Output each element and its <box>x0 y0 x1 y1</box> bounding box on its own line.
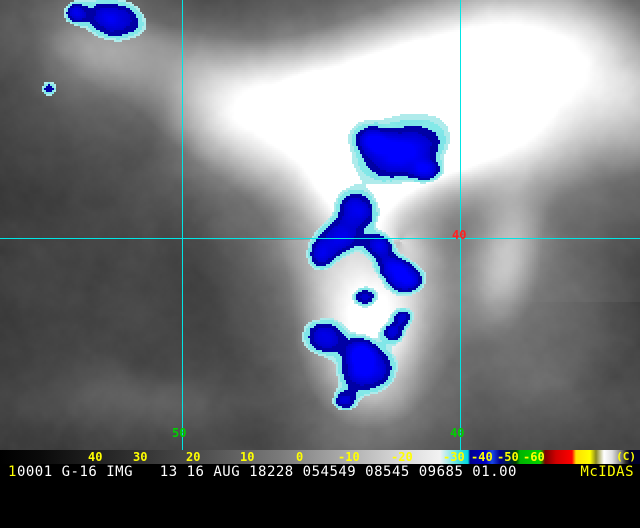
status-fields: 0001 G-16 IMG 13 16 AUG 18228 054549 085… <box>16 464 517 480</box>
parallel-line-0 <box>0 238 640 239</box>
colorbar-tick-0: 0 <box>296 450 304 464</box>
colorbar-tick-minus10: -10 <box>338 450 360 464</box>
infrared-imagery <box>0 0 640 450</box>
meridian-line-0 <box>182 0 183 450</box>
longitude-50-label: 50 <box>172 426 187 440</box>
colorbar-tick-20: 20 <box>186 450 201 464</box>
status-bar-text: 10001 G-16 IMG 13 16 AUG 18228 054549 08… <box>8 464 517 480</box>
colorbar-tick-minus50: -50 <box>497 450 519 464</box>
colorbar-tick-40: 40 <box>88 450 103 464</box>
colorbar-tick-minus40: -40 <box>471 450 493 464</box>
meridian-line-1 <box>460 0 461 450</box>
satellite-image-canvas[interactable] <box>0 0 640 450</box>
status-bar: 10001 G-16 IMG 13 16 AUG 18228 054549 08… <box>0 464 640 480</box>
color-enhancement-bar[interactable] <box>0 450 640 464</box>
colorbar-tick-minus30: -30 <box>443 450 465 464</box>
frame-prefix: 1 <box>8 464 17 480</box>
longitude-40-label: 40 <box>450 426 465 440</box>
colorbar-tick-10: 10 <box>240 450 255 464</box>
colorbar-unit-label: (C) <box>616 450 636 463</box>
colorbar-gradient <box>0 450 640 464</box>
colorbar-tick-minus60: -60 <box>523 450 545 464</box>
colorbar-tick-30: 30 <box>133 450 148 464</box>
mcidas-satellite-window: 40 50 40 40 30 20 10 0 -10 -20 -30 -40 -50 -60 (C) 1… <box>0 0 640 480</box>
brand-label: McIDAS <box>580 464 634 480</box>
latitude-40-label: 40 <box>452 228 467 242</box>
colorbar-tick-minus20: -20 <box>391 450 413 464</box>
